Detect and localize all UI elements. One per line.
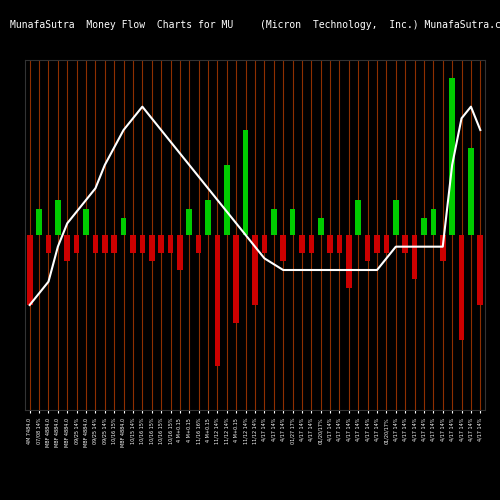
Bar xyxy=(140,235,145,252)
Bar xyxy=(130,235,136,252)
Bar xyxy=(308,235,314,252)
Bar xyxy=(280,235,286,261)
Bar xyxy=(290,209,296,235)
Bar xyxy=(36,209,42,235)
Bar xyxy=(205,200,211,235)
Bar xyxy=(374,235,380,252)
Bar xyxy=(365,235,370,261)
Bar xyxy=(102,235,108,252)
Text: (Micron  Technology,  Inc.) MunafaSutra.com: (Micron Technology, Inc.) MunafaSutra.co… xyxy=(260,20,500,30)
Bar xyxy=(458,235,464,340)
Bar xyxy=(430,209,436,235)
Bar xyxy=(234,235,239,322)
Bar xyxy=(224,165,230,235)
Bar xyxy=(356,200,361,235)
Bar xyxy=(440,235,446,261)
Bar xyxy=(478,235,483,305)
Bar xyxy=(158,235,164,252)
Bar xyxy=(74,235,80,252)
Bar xyxy=(262,235,267,252)
Bar xyxy=(271,209,276,235)
Bar xyxy=(402,235,408,252)
Text: MunafaSutra  Money Flow  Charts for MU: MunafaSutra Money Flow Charts for MU xyxy=(10,20,233,30)
Bar xyxy=(346,235,352,288)
Bar xyxy=(55,200,60,235)
Bar xyxy=(177,235,182,270)
Bar xyxy=(468,148,473,235)
Bar xyxy=(299,235,305,252)
Bar xyxy=(64,235,70,261)
Bar xyxy=(450,78,455,235)
Bar xyxy=(27,235,32,305)
Bar xyxy=(149,235,154,261)
Bar xyxy=(83,209,89,235)
Bar xyxy=(121,218,126,235)
Bar xyxy=(214,235,220,366)
Bar xyxy=(318,218,324,235)
Bar xyxy=(328,235,333,252)
Bar xyxy=(186,209,192,235)
Bar xyxy=(168,235,173,252)
Bar xyxy=(92,235,98,252)
Bar xyxy=(421,218,427,235)
Bar xyxy=(384,235,389,252)
Bar xyxy=(196,235,202,252)
Bar xyxy=(393,200,398,235)
Bar xyxy=(252,235,258,305)
Bar xyxy=(46,235,52,252)
Bar xyxy=(336,235,342,252)
Bar xyxy=(112,235,117,252)
Bar xyxy=(412,235,418,279)
Bar xyxy=(243,130,248,235)
